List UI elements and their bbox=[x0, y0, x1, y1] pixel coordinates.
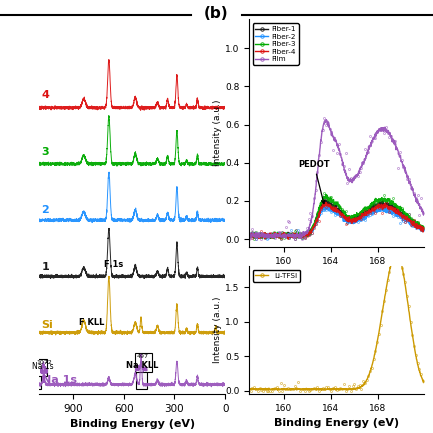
Bar bbox=[32, 359, 48, 376]
X-axis label: Binding Energy (eV): Binding Energy (eV) bbox=[274, 418, 399, 428]
Bar bbox=[136, 370, 147, 389]
Text: Si: Si bbox=[42, 320, 53, 330]
Text: 497: 497 bbox=[137, 354, 149, 359]
Text: 1: 1 bbox=[42, 262, 49, 272]
Legend: Fiber-1, Fiber-2, Fiber-3, Fiber-4, Film: Fiber-1, Fiber-2, Fiber-3, Fiber-4, Film bbox=[252, 23, 299, 65]
Y-axis label: Intensity (a.u.): Intensity (a.u.) bbox=[213, 297, 222, 363]
Text: (b): (b) bbox=[204, 6, 229, 21]
Bar bbox=[135, 352, 152, 372]
X-axis label: Binding Energy (eV): Binding Energy (eV) bbox=[70, 419, 194, 429]
Text: Na KLL: Na KLL bbox=[126, 361, 158, 370]
Text: Na 1s: Na 1s bbox=[42, 375, 77, 385]
Text: 4: 4 bbox=[42, 90, 49, 100]
Y-axis label: Intensity (a.u.): Intensity (a.u.) bbox=[213, 100, 222, 166]
Text: F 1s: F 1s bbox=[104, 261, 123, 269]
Bar bbox=[36, 374, 41, 389]
Legend: Li-TFSI: Li-TFSI bbox=[252, 270, 300, 282]
Text: PEDOT: PEDOT bbox=[298, 160, 330, 204]
Text: 1072: 1072 bbox=[36, 360, 52, 365]
Text: Na 1s: Na 1s bbox=[32, 362, 54, 371]
Text: 3: 3 bbox=[42, 147, 49, 157]
Text: 2: 2 bbox=[42, 205, 49, 215]
Text: F KLL: F KLL bbox=[79, 317, 104, 326]
